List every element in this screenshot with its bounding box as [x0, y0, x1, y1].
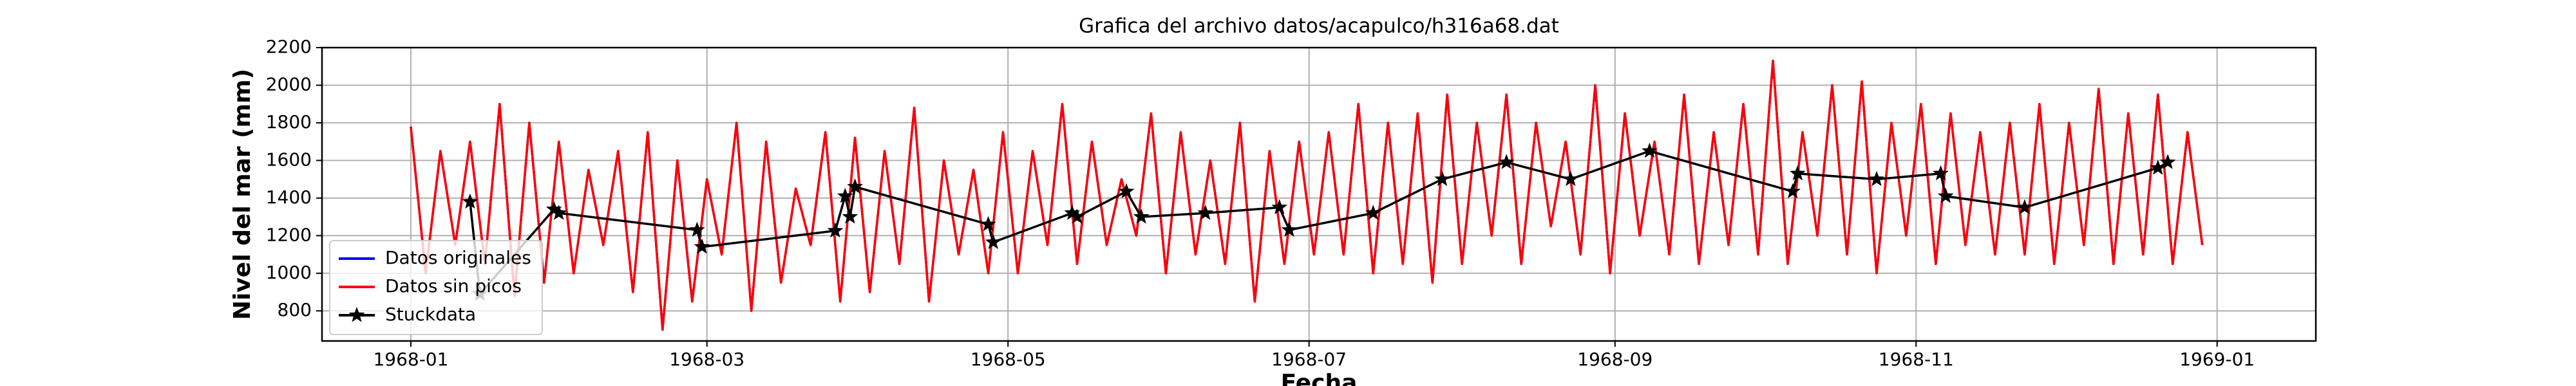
series-line: [469, 150, 2168, 295]
star-marker: [842, 208, 858, 224]
star-marker: [1434, 170, 1450, 187]
star-marker: [1642, 142, 1658, 158]
x-tick-label: 1969-01: [2179, 349, 2255, 370]
y-tick-label: 2000: [266, 73, 312, 95]
star-marker: [1281, 221, 1298, 237]
y-tick-label: 1000: [266, 262, 312, 283]
series-line: [410, 59, 2204, 331]
star-marker: [1790, 165, 1806, 181]
x-tick-label: 1968-03: [669, 349, 744, 370]
x-axis-label: Fecha: [1281, 370, 1358, 386]
legend-label: Datos originales: [385, 247, 531, 268]
star-marker: [1064, 205, 1081, 220]
star-marker: [837, 187, 853, 203]
chart-title: Grafica del archivo datos/acapulco/h316a…: [1079, 15, 1559, 38]
star-marker: [1271, 199, 1288, 214]
x-tick-label: 1968-09: [1577, 349, 1653, 370]
star-marker: [545, 201, 562, 216]
star-marker: [847, 178, 863, 194]
y-tick-label: 1200: [266, 224, 312, 245]
x-tick-label: 1968-07: [1271, 349, 1347, 370]
star-marker: [2016, 199, 2033, 214]
grid: [322, 47, 2316, 341]
x-tick-label: 1968-11: [1879, 349, 1954, 370]
star-marker: [1785, 183, 1801, 199]
legend-marker: [348, 307, 365, 322]
legend: Datos originales Datos sin picos Stuckdata: [329, 240, 543, 335]
star-marker: [1868, 170, 1885, 187]
star-marker: [2150, 160, 2166, 175]
star-marker: [551, 205, 567, 220]
star-marker: [1133, 208, 1150, 224]
star-marker: [980, 216, 996, 232]
star-marker: [2159, 154, 2176, 169]
star-marker: [985, 234, 1001, 250]
y-tick-label: 1400: [266, 187, 312, 208]
star-marker: [1937, 187, 1954, 203]
y-tick-label: 1600: [266, 149, 312, 170]
legend-label: Datos sin picos: [385, 275, 522, 297]
star-marker: [1562, 170, 1579, 187]
star-marker: [462, 193, 478, 209]
star-marker: [1197, 205, 1214, 220]
x-tick-label: 1968-01: [373, 349, 448, 370]
y-axis-label: Nivel del mar (mm): [229, 69, 256, 320]
star-marker: [694, 238, 710, 254]
legend-box: [329, 240, 543, 335]
x-tick-label: 1968-05: [971, 349, 1046, 370]
star-marker: [1365, 205, 1381, 220]
star-marker: [1118, 183, 1135, 199]
y-tick-label: 2200: [266, 36, 312, 57]
y-tick-label: 1800: [266, 111, 312, 133]
legend-label: Stuckdata: [385, 304, 476, 325]
star-marker: [827, 222, 844, 238]
star-marker: [1498, 154, 1515, 169]
y-tick-label: 800: [278, 299, 312, 320]
plot-frame: [321, 46, 2317, 342]
star-marker: [1933, 165, 1949, 181]
star-marker: [689, 221, 705, 237]
star-marker: [1069, 208, 1085, 224]
